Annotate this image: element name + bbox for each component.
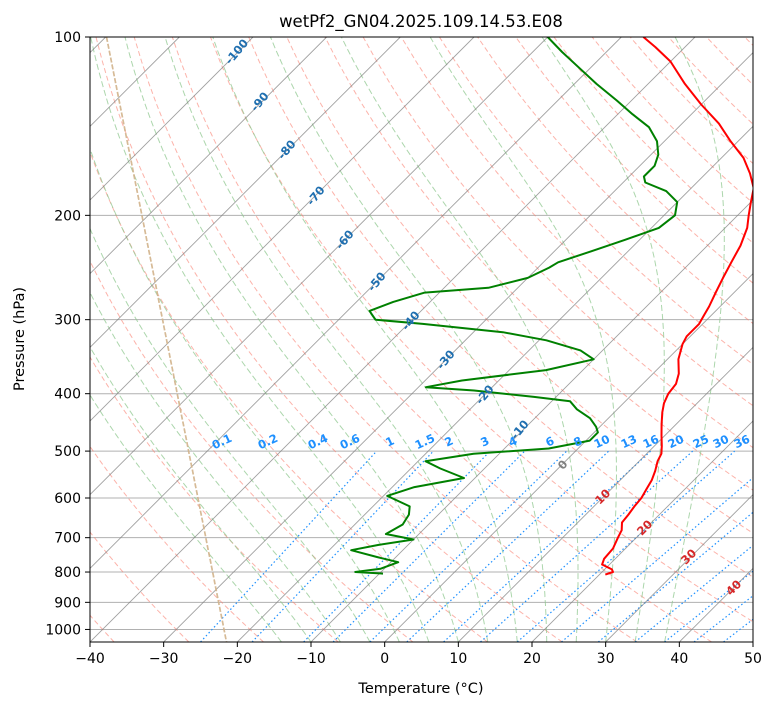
- x-tick-label: −10: [296, 651, 326, 667]
- isotherm-line: [163, 52, 753, 642]
- moist-adiabat-line: [90, 346, 312, 642]
- y-tick-label: 200: [54, 208, 81, 224]
- sounding-series: [350, 37, 753, 576]
- isotherm-line: [90, 37, 696, 642]
- y-tick-label: 700: [54, 531, 81, 547]
- dry-adiabats: [90, 37, 753, 642]
- x-axis: −40 −30 −20 −10 0 10 20 30 40 50: [75, 642, 762, 667]
- plot-frame: [89, 36, 754, 643]
- moist-adiabat-line: [164, 37, 489, 642]
- dry-adiabat-line: [90, 531, 190, 642]
- y-tick-label: 100: [54, 30, 81, 46]
- mixing-ratio-label: 10: [592, 432, 612, 451]
- x-tick-label: −40: [75, 651, 105, 667]
- mixing-ratio-line: [516, 450, 736, 642]
- y-tick-label: 500: [54, 444, 81, 460]
- moist-adiabat-line: [90, 147, 400, 642]
- mixing-ratio-label: 25: [691, 432, 711, 451]
- moist-adiabat-line: [664, 37, 725, 642]
- moist-adiabat-line: [541, 37, 665, 642]
- x-tick-label: 20: [523, 651, 541, 667]
- y-tick-label: 600: [54, 491, 81, 507]
- isotherm-line: [605, 494, 753, 642]
- y-tick-label: 1000: [45, 622, 81, 638]
- mixing-ratio-line: [303, 450, 491, 642]
- mixing-ratio-label: 16: [641, 432, 661, 451]
- isotherm-line: [458, 346, 753, 642]
- x-axis-title: Temperature (°C): [357, 681, 483, 697]
- series-dewpoint-line: [350, 37, 679, 575]
- isotherm-line: [90, 37, 548, 496]
- isotherm-line: [90, 37, 622, 569]
- mixing-ratio-line: [561, 476, 753, 642]
- isotherm-line: [384, 273, 753, 642]
- x-tick-label: 10: [449, 651, 467, 667]
- x-tick-label: 30: [597, 651, 615, 667]
- dry-adiabat-line: [90, 150, 488, 642]
- isobar-gridlines: [90, 37, 753, 630]
- y-tick-label: 800: [54, 565, 81, 581]
- series-temperature-line: [601, 37, 753, 576]
- mixing-ratio-line: [443, 450, 652, 642]
- isotherm-line: [531, 420, 753, 642]
- dry-adiabat-line: [171, 37, 712, 642]
- chart-title: wetPf2_GN04.2025.109.14.53.E08: [279, 12, 563, 32]
- x-tick-label: 0: [380, 651, 389, 667]
- x-tick-label: −30: [149, 651, 179, 667]
- ccl-curves: [105, 37, 228, 642]
- x-tick-label: 50: [744, 651, 762, 667]
- moist-adiabat-line: [270, 37, 548, 642]
- isotherm-line: [90, 37, 327, 275]
- dry-adiabat-line: [400, 37, 753, 407]
- mixing-ratio-line: [200, 450, 378, 642]
- x-tick-label: 40: [670, 651, 688, 667]
- mixing-ratio-lines: [200, 450, 753, 642]
- mixing-ratio-label: 30: [711, 432, 731, 451]
- dry-adiabat-line: [90, 356, 339, 642]
- y-tick-label: 900: [54, 595, 81, 611]
- moist-adiabats: [90, 37, 725, 642]
- moist-adiabat-line: [212, 37, 518, 642]
- mixing-ratio-line: [369, 450, 568, 642]
- y-tick-label: 400: [54, 387, 81, 403]
- mixing-ratio-label: 20: [666, 432, 686, 451]
- mixing-ratio-label: 13: [619, 432, 639, 451]
- dry-adiabat-line: [248, 37, 753, 578]
- dry-adiabat-line: [133, 37, 638, 642]
- moist-adiabat-line: [340, 37, 579, 642]
- dry-adiabat-line: [515, 37, 753, 284]
- moist-adiabat-line: [429, 37, 617, 642]
- isotherm-line: [90, 37, 401, 348]
- isotherm-lines: [90, 37, 753, 642]
- isotherm-line: [310, 199, 753, 642]
- mixing-ratio-line: [597, 511, 753, 642]
- ccl-curve: [105, 37, 228, 642]
- dry-adiabat-line: [210, 37, 753, 623]
- isotherm-line: [90, 37, 475, 422]
- dry-adiabat-line: [95, 37, 563, 642]
- moist-adiabat-line: [90, 394, 282, 642]
- isotherm-line: [90, 37, 254, 201]
- dry-adiabat-line: [438, 37, 753, 366]
- y-axis: 100 200 300 400 500 600 700 800 900 1000: [45, 30, 90, 638]
- y-axis-title: Pressure (hPa): [12, 287, 28, 391]
- y-tick-label: 300: [54, 313, 81, 329]
- dry-adiabat-line: [90, 445, 264, 642]
- mixing-ratio-label: 36: [732, 432, 752, 451]
- moist-adiabat-line: [124, 37, 459, 642]
- mixing-ratio-line: [332, 450, 526, 642]
- dry-adiabat-line: [324, 37, 753, 491]
- moist-adiabat-line: [90, 227, 371, 642]
- x-tick-label: −20: [223, 651, 253, 667]
- moist-adiabat-line: [90, 37, 430, 642]
